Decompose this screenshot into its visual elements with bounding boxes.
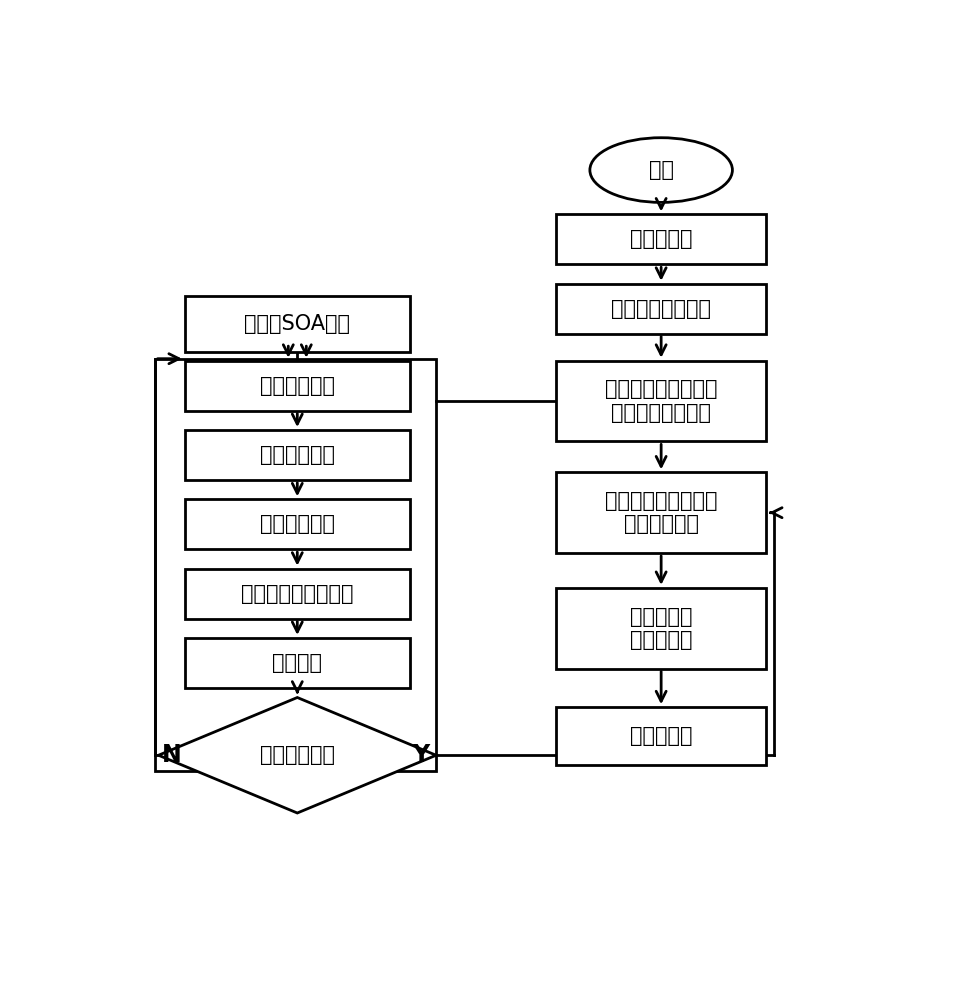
Text: N: N [162,743,182,767]
FancyBboxPatch shape [185,430,409,480]
FancyBboxPatch shape [556,707,767,765]
Text: 初始小波神经网络网
络权值及小波因子: 初始小波神经网络网 络权值及小波因子 [605,379,717,423]
Polygon shape [159,698,436,813]
Ellipse shape [590,138,733,202]
FancyBboxPatch shape [185,569,409,619]
FancyBboxPatch shape [556,284,767,334]
Text: 计算步长和搜索方向: 计算步长和搜索方向 [241,584,353,604]
FancyBboxPatch shape [185,499,409,549]
Text: 求个体最优值: 求个体最优值 [259,445,335,465]
Text: 求全局最优值: 求全局最优值 [259,514,335,534]
FancyBboxPatch shape [556,588,767,669]
Text: 确定网络拓扑结构: 确定网络拓扑结构 [611,299,711,319]
Text: 计算输出误差: 计算输出误差 [259,376,335,396]
Text: 开始: 开始 [649,160,674,180]
Text: 构建小波神
经网络模型: 构建小波神 经网络模型 [630,607,692,650]
FancyBboxPatch shape [185,638,409,688]
FancyBboxPatch shape [556,214,767,264]
Text: 输出预测值: 输出预测值 [630,726,692,746]
Text: Y: Y [412,743,430,767]
Text: 初始化SOA参数: 初始化SOA参数 [244,314,350,334]
FancyBboxPatch shape [185,361,409,411]
Text: 是否满足条件: 是否满足条件 [259,745,335,765]
Text: 获取最优小波因子及
网络权值初值: 获取最优小波因子及 网络权值初值 [605,491,717,534]
Text: 相似日选取: 相似日选取 [630,229,692,249]
Text: 位置更新: 位置更新 [272,653,322,673]
FancyBboxPatch shape [556,472,767,553]
FancyBboxPatch shape [185,296,409,352]
FancyBboxPatch shape [556,361,767,441]
